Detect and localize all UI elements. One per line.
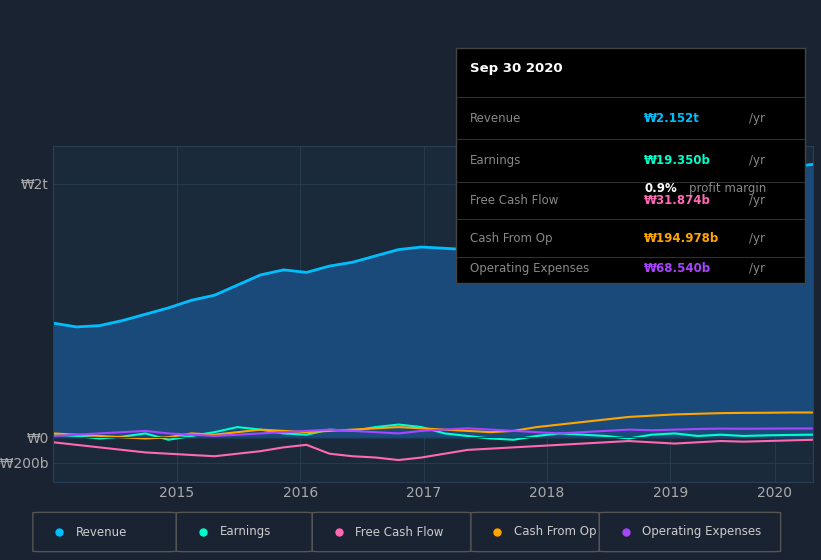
- Text: /yr: /yr: [749, 154, 764, 167]
- Text: /yr: /yr: [749, 111, 764, 125]
- Text: Revenue: Revenue: [76, 525, 127, 539]
- Text: Cash From Op: Cash From Op: [470, 232, 552, 245]
- Text: Operating Expenses: Operating Expenses: [470, 262, 589, 275]
- Text: Cash From Op: Cash From Op: [514, 525, 597, 539]
- Text: Earnings: Earnings: [219, 525, 271, 539]
- Text: Revenue: Revenue: [470, 111, 521, 125]
- Text: Operating Expenses: Operating Expenses: [642, 525, 762, 539]
- Text: Earnings: Earnings: [470, 154, 521, 167]
- Text: ₩31.874b: ₩31.874b: [644, 194, 711, 207]
- Text: Free Cash Flow: Free Cash Flow: [470, 194, 558, 207]
- Text: ₩2.152t: ₩2.152t: [644, 111, 700, 125]
- Text: profit margin: profit margin: [690, 182, 767, 195]
- FancyBboxPatch shape: [33, 512, 177, 552]
- FancyBboxPatch shape: [471, 512, 599, 552]
- Text: /yr: /yr: [749, 194, 764, 207]
- Text: ₩68.540b: ₩68.540b: [644, 262, 711, 275]
- Text: 0.9%: 0.9%: [644, 182, 677, 195]
- Text: /yr: /yr: [749, 232, 764, 245]
- Text: ₩194.978b: ₩194.978b: [644, 232, 719, 245]
- Text: ₩19.350b: ₩19.350b: [644, 154, 711, 167]
- Text: /yr: /yr: [749, 262, 764, 275]
- Text: Free Cash Flow: Free Cash Flow: [355, 525, 443, 539]
- FancyBboxPatch shape: [177, 512, 312, 552]
- FancyBboxPatch shape: [312, 512, 471, 552]
- FancyBboxPatch shape: [599, 512, 781, 552]
- Text: Sep 30 2020: Sep 30 2020: [470, 62, 562, 74]
